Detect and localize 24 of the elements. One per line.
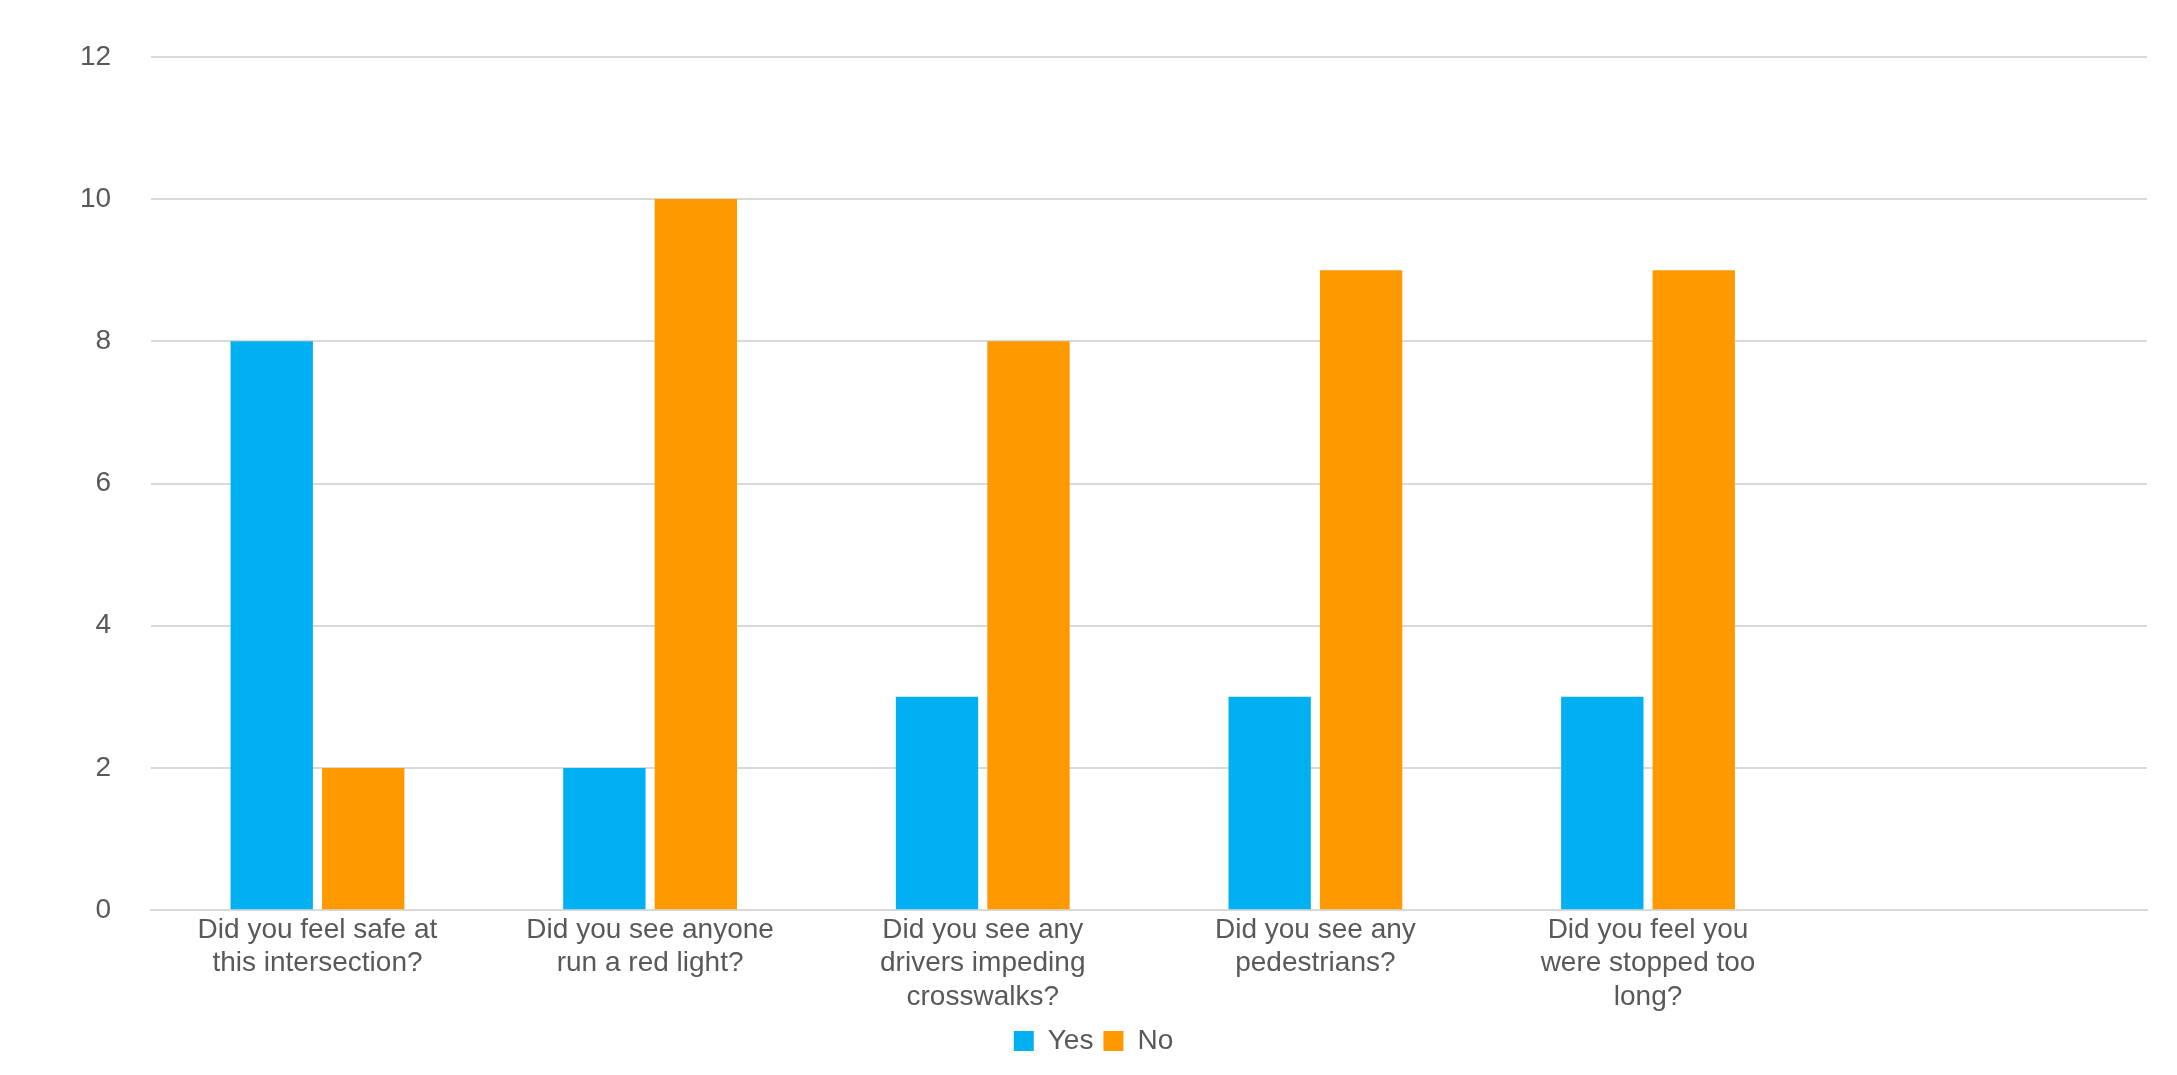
y-tick-label: 2: [95, 750, 112, 782]
bar: [563, 767, 646, 910]
y-tick-label: 6: [95, 466, 112, 498]
legend-label: No: [1137, 1023, 1174, 1055]
y-tick-label: 0: [95, 892, 112, 924]
y-tick-label: 8: [95, 323, 112, 355]
bar: [322, 767, 405, 910]
y-tick-label: 12: [79, 39, 112, 71]
x-tick-label: Did you feel you were stopped too long?: [1539, 912, 1756, 1011]
bar: [987, 341, 1070, 910]
x-tick-label: Did you see any drivers impeding crosswalks?: [880, 912, 1086, 1011]
bar: [1228, 696, 1311, 910]
bar: [1652, 270, 1735, 910]
x-tick-label: Did you feel safe at this intersection?: [197, 912, 438, 978]
bar: [1561, 696, 1644, 910]
legend-label: Yes: [1047, 1023, 1094, 1055]
bar: [230, 341, 313, 910]
y-tick-label: 10: [79, 181, 112, 213]
bar: [654, 199, 738, 910]
x-tick-label: Did you see anyone run a red light?: [526, 912, 774, 978]
bar: [1319, 270, 1403, 910]
x-tick-label: Did you see any pedestrians?: [1215, 912, 1416, 978]
bar: [895, 696, 979, 910]
y-tick-label: 4: [95, 608, 112, 640]
